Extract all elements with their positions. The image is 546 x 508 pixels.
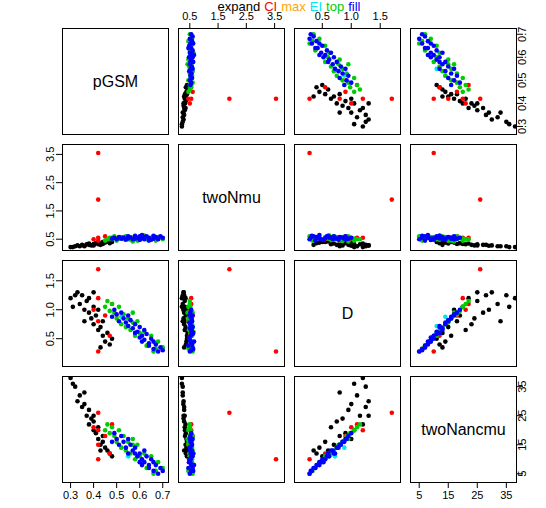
svg-text:1.5: 1.5 <box>210 10 225 22</box>
svg-text:3.5: 3.5 <box>267 10 282 22</box>
svg-text:15: 15 <box>516 439 528 451</box>
svg-text:35: 35 <box>500 489 512 501</box>
svg-text:2.5: 2.5 <box>239 10 254 22</box>
svg-text:twoNancmu: twoNancmu <box>421 421 505 438</box>
svg-text:D: D <box>342 305 354 322</box>
svg-text:2.5: 2.5 <box>44 175 56 190</box>
svg-text:5: 5 <box>516 471 528 477</box>
svg-text:0.4: 0.4 <box>86 489 101 501</box>
svg-text:0.5: 0.5 <box>44 331 56 346</box>
svg-text:0.7: 0.7 <box>155 489 170 501</box>
svg-text:3.5: 3.5 <box>44 147 56 162</box>
svg-text:1.0: 1.0 <box>344 10 359 22</box>
svg-text:pGSM: pGSM <box>93 73 138 90</box>
svg-text:0.3: 0.3 <box>516 119 528 134</box>
svg-text:35: 35 <box>516 381 528 393</box>
svg-text:25: 25 <box>471 489 483 501</box>
svg-text:15: 15 <box>442 489 454 501</box>
svg-text:twoNmu: twoNmu <box>202 189 261 206</box>
svg-text:0.5: 0.5 <box>182 10 197 22</box>
svg-text:1.0: 1.0 <box>44 302 56 317</box>
svg-text:1.5: 1.5 <box>44 273 56 288</box>
svg-text:1.5: 1.5 <box>373 10 388 22</box>
svg-text:5: 5 <box>416 489 422 501</box>
svg-text:1.5: 1.5 <box>44 203 56 218</box>
svg-text:0.6: 0.6 <box>516 50 528 65</box>
svg-text:0.3: 0.3 <box>63 489 78 501</box>
svg-text:0.7: 0.7 <box>516 27 528 42</box>
svg-text:0.5: 0.5 <box>44 232 56 247</box>
svg-text:0.6: 0.6 <box>132 489 147 501</box>
svg-text:0.5: 0.5 <box>109 489 124 501</box>
svg-text:0.5: 0.5 <box>516 73 528 88</box>
svg-text:0.5: 0.5 <box>315 10 330 22</box>
svg-text:0.4: 0.4 <box>516 96 528 111</box>
svg-text:25: 25 <box>516 410 528 422</box>
